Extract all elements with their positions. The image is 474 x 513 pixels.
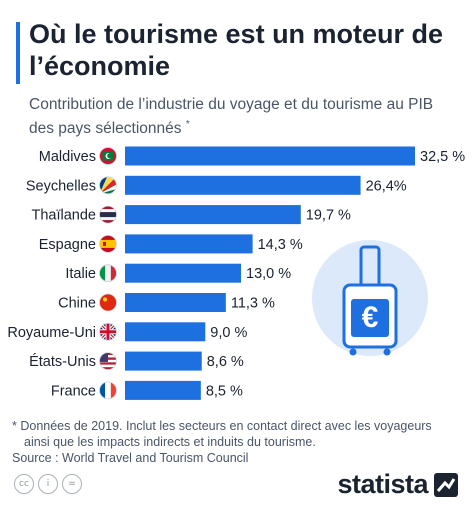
bar-chart: € Maldives 32,5 % Seychelles 26,4% Thaïlande 1… [7, 146, 465, 400]
category-label: Italie [65, 266, 96, 282]
footnote-line-1: * Données de 2019. Inclut les secteurs e… [12, 419, 432, 433]
thailand-flag-icon [99, 205, 117, 224]
suitcase-wheel-right [383, 348, 391, 356]
footer: cc i = statista [0, 462, 474, 513]
value-label: 13,0 % [246, 266, 291, 282]
no-derivatives-icon[interactable]: = [62, 474, 82, 494]
bar [125, 263, 241, 283]
bar [125, 205, 301, 225]
bar [125, 351, 202, 371]
title-accent-bar [16, 22, 20, 84]
category-label: Chine [58, 296, 96, 312]
statista-logo[interactable]: statista [337, 469, 458, 500]
bar [125, 380, 201, 400]
statista-mark-icon [434, 472, 458, 497]
chart-title: Où le tourisme est un moteur de l’économ… [29, 19, 444, 81]
subtitle-text: Contribution de l’industrie du voyage et… [29, 96, 434, 138]
value-label: 8,6 % [207, 354, 244, 370]
category-label: France [51, 383, 96, 399]
value-label: 14,3 % [258, 237, 303, 253]
footnote-line-2: ainsi que les impacts indirects et indui… [24, 435, 316, 449]
bar [125, 175, 361, 195]
value-label: 26,4% [366, 178, 407, 194]
france-flag-icon [99, 381, 117, 400]
value-label: 9,0 % [210, 325, 247, 341]
uk-flag-icon [99, 322, 117, 341]
source-line: Source : World Travel and Tourism Counci… [12, 451, 249, 465]
spain-flag-icon [99, 235, 117, 253]
category-label: Seychelles [26, 178, 96, 194]
seychelles-flag-icon [99, 176, 117, 195]
china-flag-icon [99, 293, 117, 312]
bar [125, 293, 226, 312]
cc-license-icon[interactable]: cc [14, 474, 34, 494]
attribution-icon[interactable]: i [38, 474, 58, 494]
category-label: Royaume-Uni [7, 325, 96, 341]
category-label: Maldives [39, 149, 96, 165]
suitcase-wheel-left [349, 348, 357, 356]
subtitle-footnote-marker: * [185, 119, 190, 130]
category-label: États-Unis [29, 353, 96, 370]
brand-name: statista [337, 469, 428, 499]
bar [125, 234, 253, 254]
chart-subtitle: Contribution de l’industrie du voyage et… [29, 95, 449, 139]
value-label: 19,7 % [306, 208, 351, 224]
bar [125, 146, 415, 166]
euro-badge [351, 299, 389, 337]
value-label: 32,5 % [420, 149, 465, 165]
category-label: Espagne [39, 237, 96, 253]
footnote: * Données de 2019. Inclut les secteurs e… [12, 418, 462, 466]
bar [125, 322, 206, 342]
usa-flag-icon [99, 352, 117, 371]
value-label: 11,3 % [231, 296, 275, 312]
euro-symbol: € [362, 301, 379, 334]
italy-flag-icon [99, 264, 117, 283]
maldives-flag-icon [99, 147, 117, 165]
category-label: Thaïlande [32, 208, 97, 224]
value-label: 8,5 % [206, 383, 243, 399]
license-icons: cc i = [14, 474, 82, 494]
suitcase-euro-icon: € [312, 240, 428, 356]
